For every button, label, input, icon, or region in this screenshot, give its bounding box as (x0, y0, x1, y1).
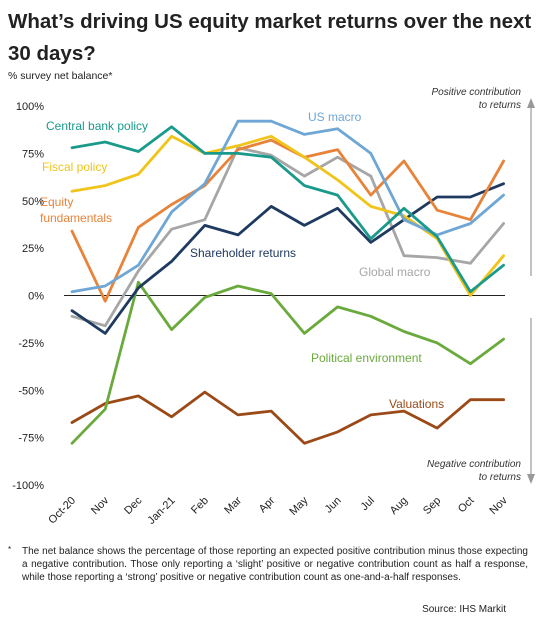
x-tick-label: Jun (323, 495, 344, 516)
series-label: Shareholder returns (190, 246, 296, 260)
series-label: Valuations (389, 397, 444, 411)
y-tick-label: 50% (22, 196, 44, 208)
series-label-line: Equity (40, 195, 73, 209)
x-tick-label: Oct (456, 495, 477, 516)
annotation-negative-text: to returns (479, 472, 521, 483)
chart-title: What’s driving US equity market returns … (8, 10, 532, 65)
series-label: Central bank policy (46, 119, 148, 133)
x-tick-label: Apr (257, 494, 278, 515)
y-tick-label: -50% (18, 385, 44, 397)
y-axis-tick-labels: 100% 75% 50% 25% 0% -25% -50% -75% -100% (12, 101, 44, 492)
x-tick-label: Aug (388, 495, 410, 517)
source-note: Source: IHS Markit (422, 604, 506, 615)
y-tick-label: -100% (12, 480, 44, 492)
series-labels: Central bank policy US macro Fiscal policy… (40, 110, 444, 411)
series-label: US macro (308, 110, 362, 124)
series-line-valuations (70, 390, 506, 445)
y-tick-label: 100% (16, 101, 44, 113)
series-label-line: fundamentals (40, 211, 112, 225)
y-tick-label: 0% (28, 291, 44, 303)
annotation-positive-text: to returns (479, 100, 521, 111)
x-tick-label: Jan-21 (145, 495, 177, 527)
line-chart: 100% 75% 50% 25% 0% -25% -50% -75% -100% Oct-20 N… (12, 87, 535, 527)
x-axis-tick-labels: Oct-20 Nov Dec Jan-21 Feb Mar Apr May Jun Jul Aug S… (46, 494, 510, 527)
negative-arrow-head (527, 474, 535, 484)
x-tick-label: Nov (89, 494, 112, 517)
series-line-central-bank-policy (70, 125, 506, 294)
x-tick-label: Jul (358, 495, 376, 513)
direction-annotations: Positive contribution to returns Negative … (427, 87, 535, 484)
series-label: Global macro (359, 265, 431, 279)
annotation-positive-text: Positive contribution (432, 87, 522, 98)
x-tick-label: Oct-20 (46, 495, 78, 527)
series-label: Political environment (311, 351, 422, 365)
annotation-negative-text: Negative contribution (427, 459, 521, 470)
x-tick-label: Feb (189, 495, 211, 517)
series-line-equity-fundamentals (70, 138, 506, 303)
positive-arrow-head (527, 98, 535, 108)
series-lines (70, 119, 506, 445)
footnote: * The net balance shows the percentage o… (8, 545, 528, 584)
series-label: Fiscal policy (42, 160, 107, 174)
x-tick-label: Nov (487, 494, 510, 517)
footnote-marker: * (8, 545, 12, 554)
series-line-global-macro (70, 146, 506, 328)
x-tick-label: May (287, 494, 311, 518)
footnote-text: The net balance shows the percentage of … (22, 546, 528, 583)
y-tick-label: -25% (18, 338, 44, 350)
x-tick-label: Dec (122, 494, 145, 517)
series-line-political-environment (70, 280, 506, 445)
x-tick-label: Sep (421, 495, 443, 517)
x-tick-label: Mar (222, 494, 244, 516)
y-tick-label: -75% (18, 433, 44, 445)
y-tick-label: 75% (22, 148, 44, 160)
y-tick-label: 25% (22, 243, 44, 255)
series-line-fiscal-policy (70, 134, 506, 297)
chart-subtitle: % survey net balance* (8, 70, 113, 82)
